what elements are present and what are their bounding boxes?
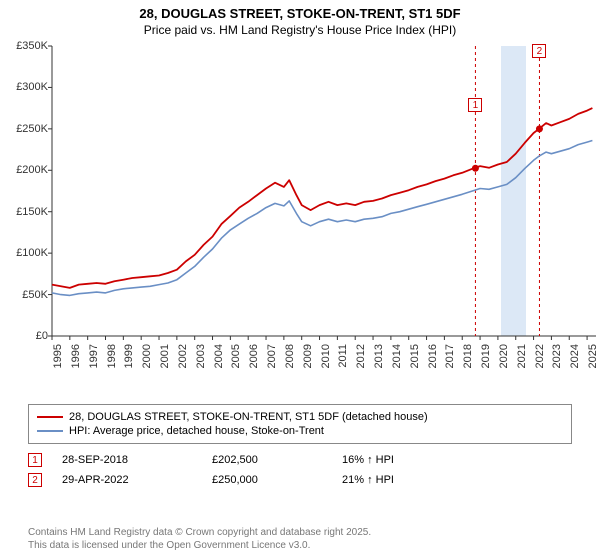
legend-swatch [37, 416, 63, 418]
chart-area: £0£50K£100K£150K£200K£250K£300K£350K 199… [4, 46, 596, 356]
x-tick-label: 2024 [569, 344, 585, 368]
event-price: £202,500 [212, 454, 322, 466]
x-tick-label: 2005 [230, 344, 246, 368]
y-tick-label: £50K [4, 289, 48, 301]
x-tick-label: 2020 [498, 344, 514, 368]
x-tick-label: 2015 [409, 344, 425, 368]
table-row: 2 29-APR-2022 £250,000 21% ↑ HPI [28, 470, 572, 490]
y-tick-label: £0 [4, 330, 48, 342]
x-tick-label: 2014 [391, 344, 407, 368]
event-marker-box: 2 [28, 473, 42, 487]
x-tick-label: 2016 [427, 344, 443, 368]
attribution-line: Contains HM Land Registry data © Crown c… [28, 526, 371, 539]
y-tick-label: £200K [4, 164, 48, 176]
y-tick-label: £300K [4, 81, 48, 93]
y-tick-label: £150K [4, 206, 48, 218]
x-tick-label: 2002 [177, 344, 193, 368]
x-tick-label: 1998 [106, 344, 122, 368]
event-hpi: 21% ↑ HPI [342, 474, 452, 486]
plot-svg [52, 46, 596, 336]
event-date: 29-APR-2022 [62, 474, 192, 486]
x-tick-label: 2009 [302, 344, 318, 368]
x-tick-label: 1999 [123, 344, 139, 368]
x-tick-label: 2003 [195, 344, 211, 368]
x-tick-label: 2008 [284, 344, 300, 368]
legend-swatch [37, 430, 63, 432]
legend-label: 28, DOUGLAS STREET, STOKE-ON-TRENT, ST1 … [69, 411, 428, 423]
x-tick-label: 2010 [320, 344, 336, 368]
y-tick-label: £350K [4, 40, 48, 52]
x-tick-label: 2004 [213, 344, 229, 368]
chart-marker-label: 1 [468, 98, 482, 112]
x-tick-label: 2019 [480, 344, 496, 368]
x-tick-label: 2023 [551, 344, 567, 368]
sale-events-table: 1 28-SEP-2018 £202,500 16% ↑ HPI 2 29-AP… [28, 450, 572, 490]
x-tick-label: 2025 [587, 344, 600, 368]
x-tick-label: 2021 [516, 344, 532, 368]
x-tick-label: 1995 [52, 344, 68, 368]
event-price: £250,000 [212, 474, 322, 486]
x-tick-label: 2011 [337, 344, 353, 368]
x-tick-label: 2007 [266, 344, 282, 368]
chart-title-line1: 28, DOUGLAS STREET, STOKE-ON-TRENT, ST1 … [0, 0, 600, 23]
table-row: 1 28-SEP-2018 £202,500 16% ↑ HPI [28, 450, 572, 470]
chart-container: 28, DOUGLAS STREET, STOKE-ON-TRENT, ST1 … [0, 0, 600, 560]
x-tick-label: 2018 [462, 344, 478, 368]
x-tick-label: 2022 [534, 344, 550, 368]
x-tick-label: 2013 [373, 344, 389, 368]
attribution-line: This data is licensed under the Open Gov… [28, 539, 371, 552]
x-tick-label: 1996 [70, 344, 86, 368]
x-tick-label: 2012 [355, 344, 371, 368]
event-date: 28-SEP-2018 [62, 454, 192, 466]
chart-title-line2: Price paid vs. HM Land Registry's House … [0, 23, 600, 41]
event-hpi: 16% ↑ HPI [342, 454, 452, 466]
y-tick-label: £250K [4, 123, 48, 135]
event-marker-box: 1 [28, 453, 42, 467]
x-tick-label: 2001 [159, 344, 175, 368]
legend-item: HPI: Average price, detached house, Stok… [37, 424, 563, 438]
y-tick-label: £100K [4, 247, 48, 259]
x-tick-label: 1997 [88, 344, 104, 368]
attribution: Contains HM Land Registry data © Crown c… [28, 526, 371, 552]
legend-item: 28, DOUGLAS STREET, STOKE-ON-TRENT, ST1 … [37, 410, 563, 424]
x-tick-label: 2000 [141, 344, 157, 368]
x-tick-label: 2017 [444, 344, 460, 368]
x-tick-label: 2006 [248, 344, 264, 368]
chart-marker-label: 2 [532, 44, 546, 58]
legend-label: HPI: Average price, detached house, Stok… [69, 425, 324, 437]
legend: 28, DOUGLAS STREET, STOKE-ON-TRENT, ST1 … [28, 404, 572, 444]
